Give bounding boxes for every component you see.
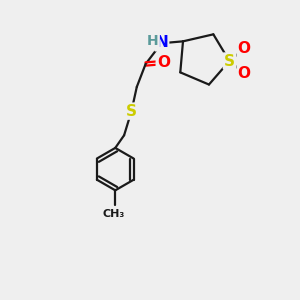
Text: N: N [155, 35, 168, 50]
Text: O: O [157, 55, 170, 70]
Text: S: S [126, 103, 137, 118]
Text: O: O [238, 41, 250, 56]
Text: H: H [147, 34, 159, 48]
Text: CH₃: CH₃ [103, 208, 125, 219]
Text: O: O [238, 66, 250, 81]
Text: S: S [224, 53, 235, 68]
